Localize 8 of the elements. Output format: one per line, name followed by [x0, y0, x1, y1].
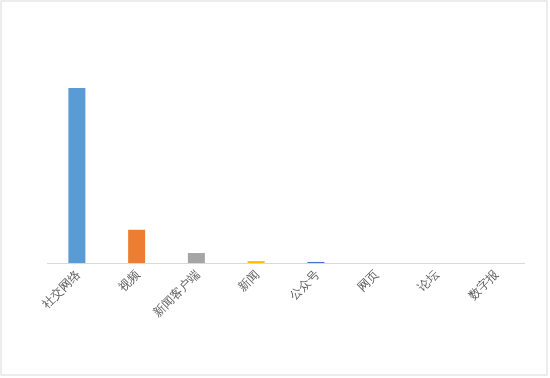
x-tick-label: 公众号: [286, 267, 322, 303]
x-tick-label: 新闻: [235, 267, 262, 294]
x-tick-label: 社交网络: [39, 267, 83, 312]
x-tick-label: 新闻客户端: [150, 267, 202, 320]
x-tick-label: 网页: [354, 267, 382, 294]
x-tick-label: 论坛: [414, 267, 442, 294]
x-tick-label: 数字报: [466, 267, 502, 303]
x-tick-label: 视频: [116, 267, 143, 294]
